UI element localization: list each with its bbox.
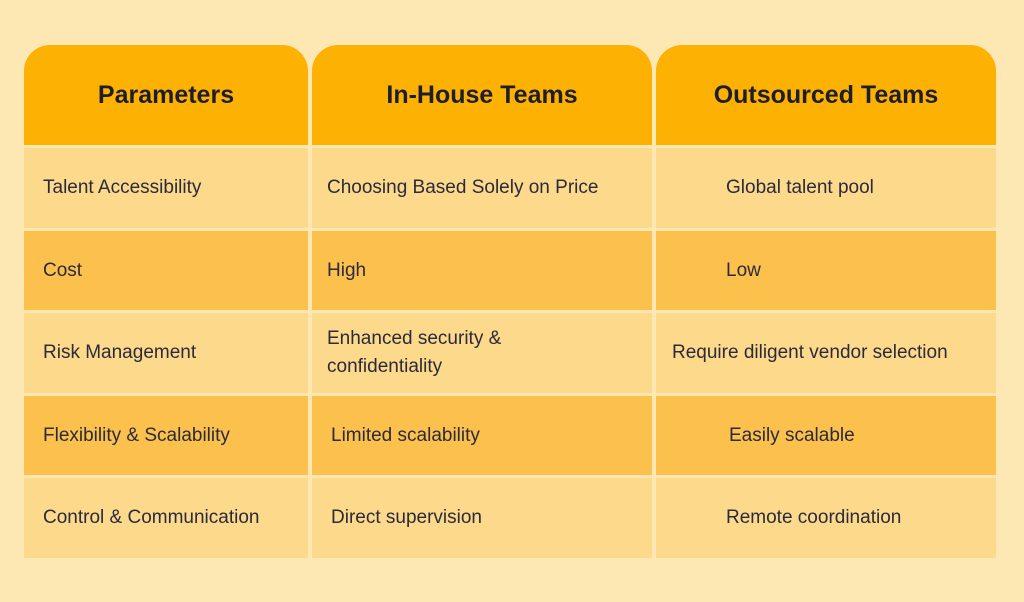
in-house-cell: Enhanced security & confidentiality — [312, 313, 652, 393]
outsourced-cell: Remote coordination — [656, 478, 996, 558]
in-house-cell: Direct supervision — [312, 478, 652, 558]
outsourced-cell: Easily scalable — [656, 396, 996, 475]
table-row: Risk Management Enhanced security & conf… — [24, 313, 996, 393]
outsourced-cell: Low — [656, 231, 996, 310]
table-row: Flexibility & Scalability Limited scalab… — [24, 396, 996, 475]
outsourced-cell: Require diligent vendor selection — [656, 313, 996, 393]
parameter-cell: Risk Management — [24, 313, 308, 393]
table-row: Cost High Low — [24, 231, 996, 310]
in-house-cell: High — [312, 231, 652, 310]
in-house-cell: Limited scalability — [312, 396, 652, 475]
table-row: Talent Accessibility Choosing Based Sole… — [24, 148, 996, 228]
header-outsourced-teams: Outsourced Teams — [656, 45, 996, 145]
outsourced-cell: Global talent pool — [656, 148, 996, 228]
parameter-cell: Control & Communication — [24, 478, 308, 558]
parameter-cell: Talent Accessibility — [24, 148, 308, 228]
header-in-house-teams: In-House Teams — [312, 45, 652, 145]
header-parameters: Parameters — [24, 45, 308, 145]
table-header-row: Parameters In-House Teams Outsourced Tea… — [24, 45, 996, 145]
in-house-cell: Choosing Based Solely on Price — [312, 148, 652, 228]
parameter-cell: Flexibility & Scalability — [24, 396, 308, 475]
parameter-cell: Cost — [24, 231, 308, 310]
table-row: Control & Communication Direct supervisi… — [24, 478, 996, 558]
comparison-table: Parameters In-House Teams Outsourced Tea… — [24, 45, 996, 561]
